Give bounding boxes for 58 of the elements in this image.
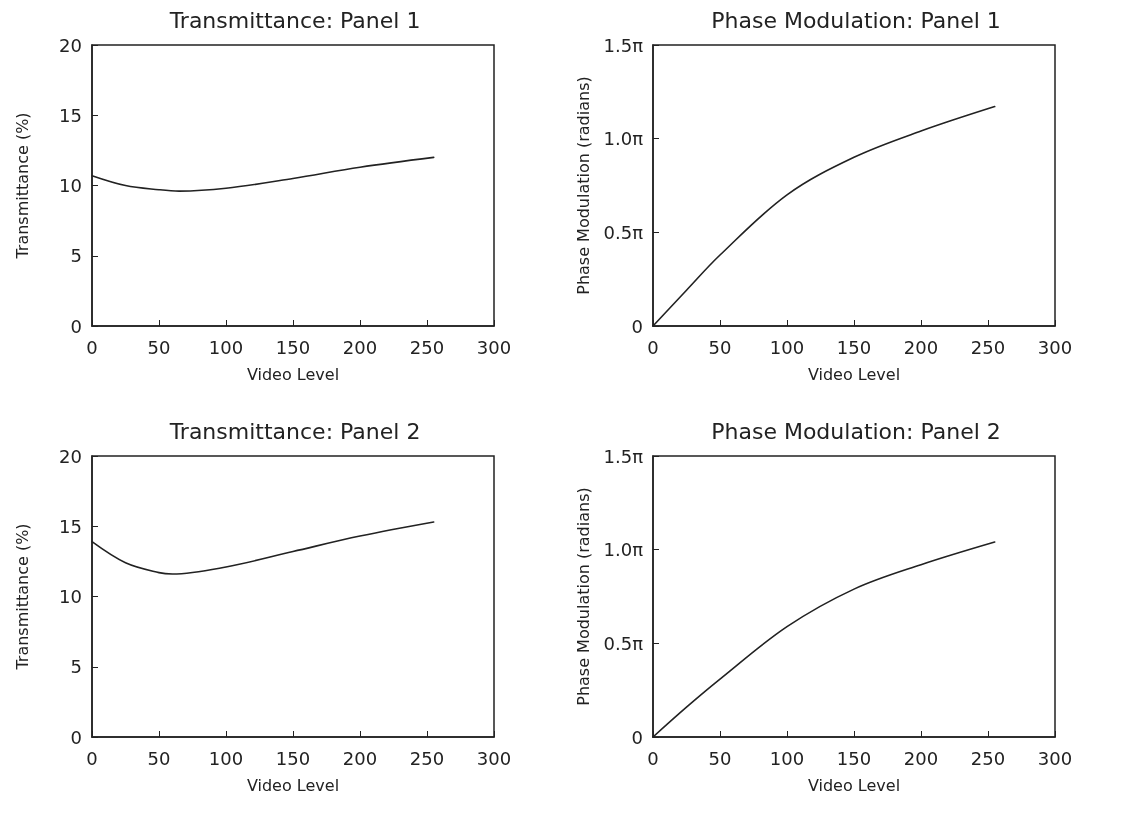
x-tick-label: 300 [476,336,512,358]
x-axis-title: Video Level [807,775,901,795]
x-tick-label: 50 [147,747,171,769]
x-tick-label: 50 [147,336,171,358]
y-tick-label: 10 [59,586,82,607]
chart-title: Phase Modulation: Panel 1 [711,7,1001,33]
y-tick-label: 15 [59,515,82,537]
x-axis-title: Video Level [807,364,901,384]
chart-title: Transmittance: Panel 1 [168,7,421,33]
y-axis-title: Transmittance (%) [12,523,32,671]
y-tick-label: 1.5π [603,445,644,467]
y-tick-label: 0 [70,315,82,337]
y-axis-title: Transmittance (%) [12,112,32,260]
x-tick-label: 0 [647,336,659,358]
y-tick-label: 0.5π [603,632,644,654]
y-tick-label: 20 [59,445,82,467]
x-tick-label: 0 [647,747,659,769]
x-tick-label: 150 [836,336,872,358]
x-tick-label: 0 [86,336,98,358]
x-tick-label: 50 [708,336,732,358]
x-tick-label: 250 [409,747,445,769]
x-tick-label: 100 [769,747,805,769]
y-tick-label: 0.5π [603,221,644,243]
x-tick-label: 50 [708,747,732,769]
y-axis-title: Phase Modulation (radians) [573,76,593,295]
x-axis-title: Video Level [246,364,340,384]
chart-title: Transmittance: Panel 2 [168,418,421,444]
x-tick-label: 250 [970,747,1006,769]
x-tick-label: 300 [1037,747,1073,769]
y-tick-label: 5 [70,656,82,678]
x-tick-label: 100 [769,336,805,358]
x-tick-label: 150 [836,747,872,769]
y-tick-label: 0 [70,726,82,748]
y-axis-title: Phase Modulation (radians) [573,487,593,706]
x-tick-label: 200 [342,336,378,358]
x-tick-label: 250 [970,336,1006,358]
y-tick-label: 15 [59,104,82,126]
y-tick-label: 1.5π [603,34,644,56]
y-tick-label: 0 [631,726,643,748]
x-tick-label: 100 [208,747,244,769]
x-tick-label: 300 [476,747,512,769]
x-tick-label: 100 [208,336,244,358]
y-tick-label: 0 [631,315,643,337]
y-tick-label: 1.0π [603,539,644,561]
chart-title: Phase Modulation: Panel 2 [711,418,1001,444]
x-tick-label: 200 [903,336,939,358]
x-axis-title: Video Level [246,775,340,795]
x-tick-label: 200 [342,747,378,769]
x-tick-label: 300 [1037,336,1073,358]
x-tick-label: 150 [275,747,311,769]
x-tick-label: 200 [903,747,939,769]
x-tick-label: 0 [86,747,98,769]
y-tick-label: 1.0π [603,128,644,150]
y-tick-label: 20 [59,34,82,56]
y-tick-label: 5 [70,245,82,267]
x-tick-label: 250 [409,336,445,358]
y-tick-label: 10 [59,175,82,196]
x-tick-label: 150 [275,336,311,358]
